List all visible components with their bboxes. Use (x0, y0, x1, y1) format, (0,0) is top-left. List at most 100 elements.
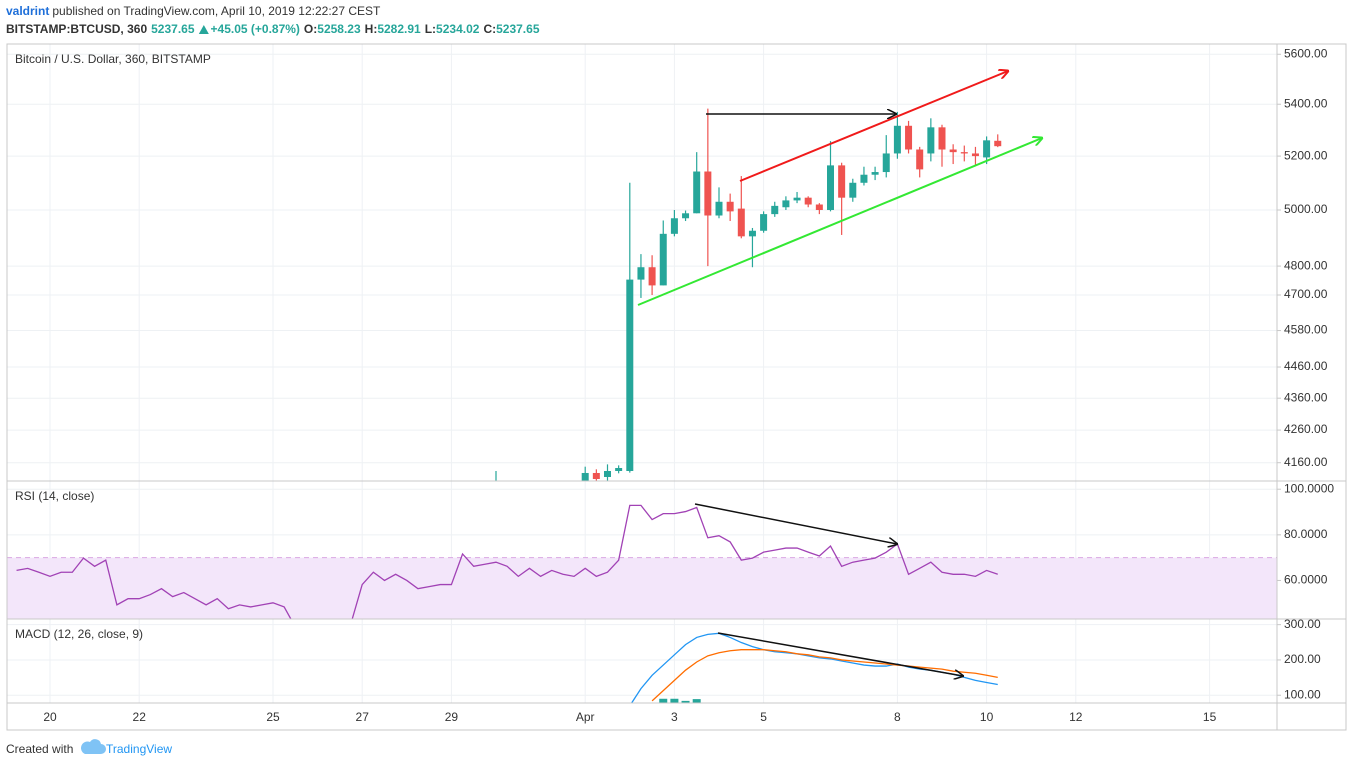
candle-body (793, 197, 801, 201)
ohlc-label: H: (365, 22, 378, 36)
candle-body (827, 165, 834, 210)
candle-body (493, 484, 500, 486)
candle-body (905, 125, 913, 150)
candle-body (659, 233, 667, 286)
y-tick-label: 4460.00 (1284, 359, 1328, 373)
candle-body (916, 149, 924, 170)
y-tick-label: 100.00 (1284, 687, 1321, 701)
candle-body (983, 140, 991, 158)
x-tick-label: 29 (445, 710, 459, 724)
created-with: Created with (6, 742, 73, 756)
candle-body (670, 218, 678, 234)
y-tick-label: 5200.00 (1284, 148, 1328, 162)
indicator-line (651, 649, 998, 702)
y-tick-label: 80.0000 (1284, 527, 1328, 541)
ohlc-label: O: (304, 22, 317, 36)
pane-title: Bitcoin / U.S. Dollar, 360, BITSTAMP (15, 52, 211, 66)
trend-arrow (637, 138, 1042, 306)
pane-title: MACD (12, 26, close, 9) (15, 627, 143, 641)
x-tick-label: 27 (356, 710, 370, 724)
x-tick-label: 22 (133, 710, 147, 724)
candle-body (760, 214, 768, 231)
y-tick-label: 5000.00 (1284, 202, 1328, 216)
candle-body (782, 200, 790, 208)
y-tick-label: 4360.00 (1284, 390, 1328, 404)
y-tick-label: 4700.00 (1284, 287, 1328, 301)
candle-body (581, 472, 589, 481)
divergence-arrow (717, 632, 963, 676)
y-tick-label: 4580.00 (1284, 323, 1328, 337)
x-tick-label: Apr (576, 710, 595, 724)
x-tick-label: 20 (43, 710, 57, 724)
x-tick-label: 10 (980, 710, 994, 724)
candle-body (949, 149, 957, 153)
x-tick-label: 8 (894, 710, 901, 724)
indicator-line (16, 504, 998, 619)
candle-body (704, 171, 712, 216)
candle-body (771, 205, 779, 215)
candle-body (726, 201, 734, 212)
candle-body (637, 267, 645, 280)
ohlc-label: C: (483, 22, 496, 36)
y-tick-label: 4800.00 (1284, 258, 1328, 272)
candle-body (815, 204, 823, 210)
y-tick-label: 4160.00 (1284, 455, 1328, 469)
rsi-pane (7, 504, 1277, 619)
candle-body (748, 230, 756, 237)
trend-arrow (739, 71, 1008, 182)
candle-body (960, 152, 968, 154)
x-tick-label: 15 (1203, 710, 1217, 724)
candle-body (838, 165, 846, 198)
y-tick-label: 100.0000 (1284, 481, 1334, 495)
symbol: BITSTAMP:BTCUSD, 360 (6, 22, 147, 36)
histogram-bar (670, 698, 679, 703)
divergence-arrow (694, 503, 897, 544)
tradingview-logo (81, 739, 106, 754)
ohlc-label: L: (425, 22, 436, 36)
x-tick-label: 25 (266, 710, 280, 724)
candle-body (971, 153, 979, 157)
last-price: 5237.65 (151, 22, 195, 36)
histogram-bar (681, 700, 690, 703)
symbol-line: BITSTAMP:BTCUSD, 360 5237.65 +45.05 (+0.87… (6, 22, 540, 36)
candle-body (994, 140, 1002, 147)
y-tick-label: 200.00 (1284, 652, 1321, 666)
price-pane (493, 108, 1002, 486)
candle-body (893, 125, 901, 154)
publish-line: valdrint published on TradingView.com, Ap… (6, 4, 381, 18)
tradingview-brand: TradingView (106, 742, 172, 756)
frame (6, 43, 1347, 731)
candle-body (693, 171, 701, 214)
candle-body (849, 182, 857, 198)
y-tick-label: 60.0000 (1284, 573, 1328, 587)
candle-body (804, 197, 812, 205)
candle-body (592, 472, 600, 479)
candle-body (715, 201, 723, 216)
x-tick-label: 5 (760, 710, 767, 724)
open-value: 5258.23 (317, 22, 361, 36)
candle-body (648, 267, 656, 286)
y-tick-label: 4260.00 (1284, 422, 1328, 436)
rsi-band (7, 557, 1277, 619)
up-arrow-icon (198, 25, 209, 34)
publish-info: published on TradingView.com, April 10, … (52, 4, 381, 18)
y-tick-label: 300.00 (1284, 617, 1321, 631)
change: +45.05 (+0.87%) (211, 22, 300, 36)
y-tick-label: 5400.00 (1284, 96, 1328, 110)
frame-border (6, 43, 1347, 731)
candle-body (938, 127, 946, 150)
candle-body (615, 468, 623, 471)
histogram-bar (659, 698, 668, 703)
y-tick-label: 5600.00 (1284, 46, 1328, 60)
candle-body (604, 470, 611, 477)
drawings (637, 71, 1042, 676)
candle-body (927, 127, 935, 154)
candle-body (737, 208, 745, 237)
candle-body (871, 172, 879, 175)
low-value: 5234.02 (436, 22, 480, 36)
candle-body (860, 174, 868, 183)
pane-title: RSI (14, close) (15, 489, 94, 503)
grid-layer (7, 44, 1277, 703)
